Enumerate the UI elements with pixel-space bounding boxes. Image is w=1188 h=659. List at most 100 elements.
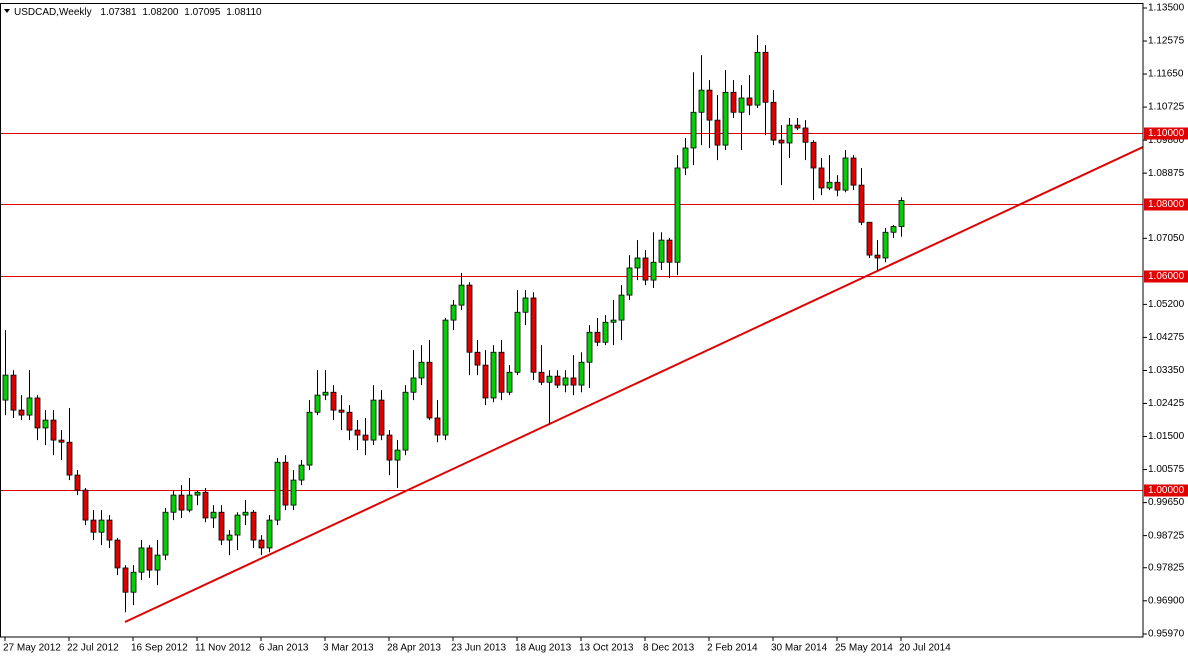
price-line-label: 1.08000 — [1148, 199, 1185, 210]
candle-body — [474, 351, 481, 366]
y-tick-label: 1.01500 — [1148, 431, 1185, 442]
candle-body — [314, 394, 321, 413]
candle-body — [490, 351, 497, 399]
y-tick-label: 1.02425 — [1148, 398, 1185, 409]
candle-body — [530, 297, 537, 373]
y-tick-label: 1.08875 — [1148, 168, 1185, 179]
price-line-label: 1.06000 — [1148, 271, 1185, 282]
candle-body — [370, 399, 377, 441]
x-tick-label: 6 Jan 2013 — [259, 643, 309, 654]
candle-body — [898, 200, 905, 227]
candle-body — [10, 374, 17, 411]
candle-body — [794, 124, 801, 129]
candle-body — [778, 139, 785, 144]
candle-body — [586, 331, 593, 363]
candle-body — [506, 371, 513, 393]
candle-body — [410, 377, 417, 393]
y-tick-label: 1.05200 — [1148, 299, 1185, 310]
x-tick-label: 22 Jul 2012 — [67, 643, 119, 654]
candle-body — [842, 157, 849, 191]
candle-body — [762, 51, 769, 103]
candle-body — [538, 371, 545, 383]
candle-body — [122, 567, 129, 593]
candle-body — [106, 519, 113, 541]
x-tick-label: 28 Apr 2013 — [387, 643, 441, 654]
candle-body — [858, 184, 865, 223]
candle-body — [346, 411, 353, 431]
candle-body — [274, 461, 281, 521]
y-tick-label: 0.95970 — [1148, 629, 1185, 640]
y-tick-label: 1.11650 — [1148, 69, 1184, 80]
price-lines — [0, 133, 1143, 491]
candle-body — [266, 519, 273, 549]
candle-body — [458, 284, 465, 306]
candle-body — [442, 319, 449, 436]
candle-body — [178, 494, 185, 511]
x-tick-label: 18 Aug 2013 — [515, 643, 572, 654]
y-tick-label: 0.96900 — [1148, 595, 1185, 606]
candle-body — [466, 284, 473, 353]
candle-body — [66, 441, 73, 476]
candle-body — [434, 417, 441, 436]
candle-body — [690, 111, 697, 149]
candle-body — [202, 491, 209, 519]
candle-body — [658, 239, 665, 263]
candle-body — [594, 331, 601, 343]
x-tick-label: 30 Mar 2014 — [771, 643, 828, 654]
candle-body — [218, 511, 225, 541]
candle-body — [154, 554, 161, 571]
axes: 1.13500 1.12575 1.11650 1.10725 1.09800 1.088… — [3, 3, 1188, 654]
candles — [2, 35, 905, 613]
candle-body — [866, 221, 873, 256]
x-tick-label: 3 Mar 2013 — [323, 643, 374, 654]
candle-body — [554, 375, 561, 386]
candle-body — [322, 391, 329, 396]
candle-body — [402, 391, 409, 451]
candle-body — [354, 429, 361, 436]
candle-body — [498, 351, 505, 393]
candle-body — [194, 491, 201, 496]
candle-body — [850, 157, 857, 186]
candle-body — [514, 311, 521, 373]
trendline — [124, 146, 1143, 623]
candle-body — [786, 124, 793, 144]
candle-body — [82, 489, 89, 521]
x-tick-label: 23 Jun 2013 — [451, 643, 506, 654]
candle-body — [698, 89, 705, 113]
quote-high: 1.08200 — [142, 7, 179, 18]
candle-body — [338, 409, 345, 413]
x-tick-label: 11 Nov 2012 — [195, 643, 251, 654]
y-tick-label: 1.09800 — [1148, 135, 1185, 146]
candle-body — [138, 547, 145, 573]
candle-body — [706, 89, 713, 121]
candle-body — [386, 434, 393, 461]
candle-body — [298, 464, 305, 481]
candle-body — [42, 419, 49, 429]
candle-body — [666, 239, 673, 263]
candle-body — [570, 377, 577, 386]
candle-body — [546, 375, 553, 383]
candle-body — [418, 361, 425, 379]
candle-body — [610, 319, 617, 323]
candle-body — [226, 534, 233, 541]
x-tick-label: 27 May 2012 — [3, 643, 61, 654]
candle-body — [642, 257, 649, 281]
candle-body — [738, 97, 745, 113]
x-tick-label: 2 Feb 2014 — [707, 643, 758, 654]
candle-body — [186, 494, 193, 511]
candle-body — [602, 321, 609, 343]
plot-frame — [0, 3, 1144, 638]
candle-body — [250, 511, 257, 541]
candle-body — [114, 539, 121, 569]
menu-arrow[interactable] — [4, 9, 10, 13]
candle-body — [394, 449, 401, 461]
candle-body — [26, 397, 33, 416]
candle-body — [674, 167, 681, 263]
candle-body — [722, 91, 729, 146]
x-tick-label: 16 Sep 2012 — [131, 643, 188, 654]
candle-body — [330, 391, 337, 411]
candle-body — [802, 127, 809, 143]
y-tick-label: 1.04275 — [1148, 332, 1185, 343]
candle-body — [818, 167, 825, 189]
